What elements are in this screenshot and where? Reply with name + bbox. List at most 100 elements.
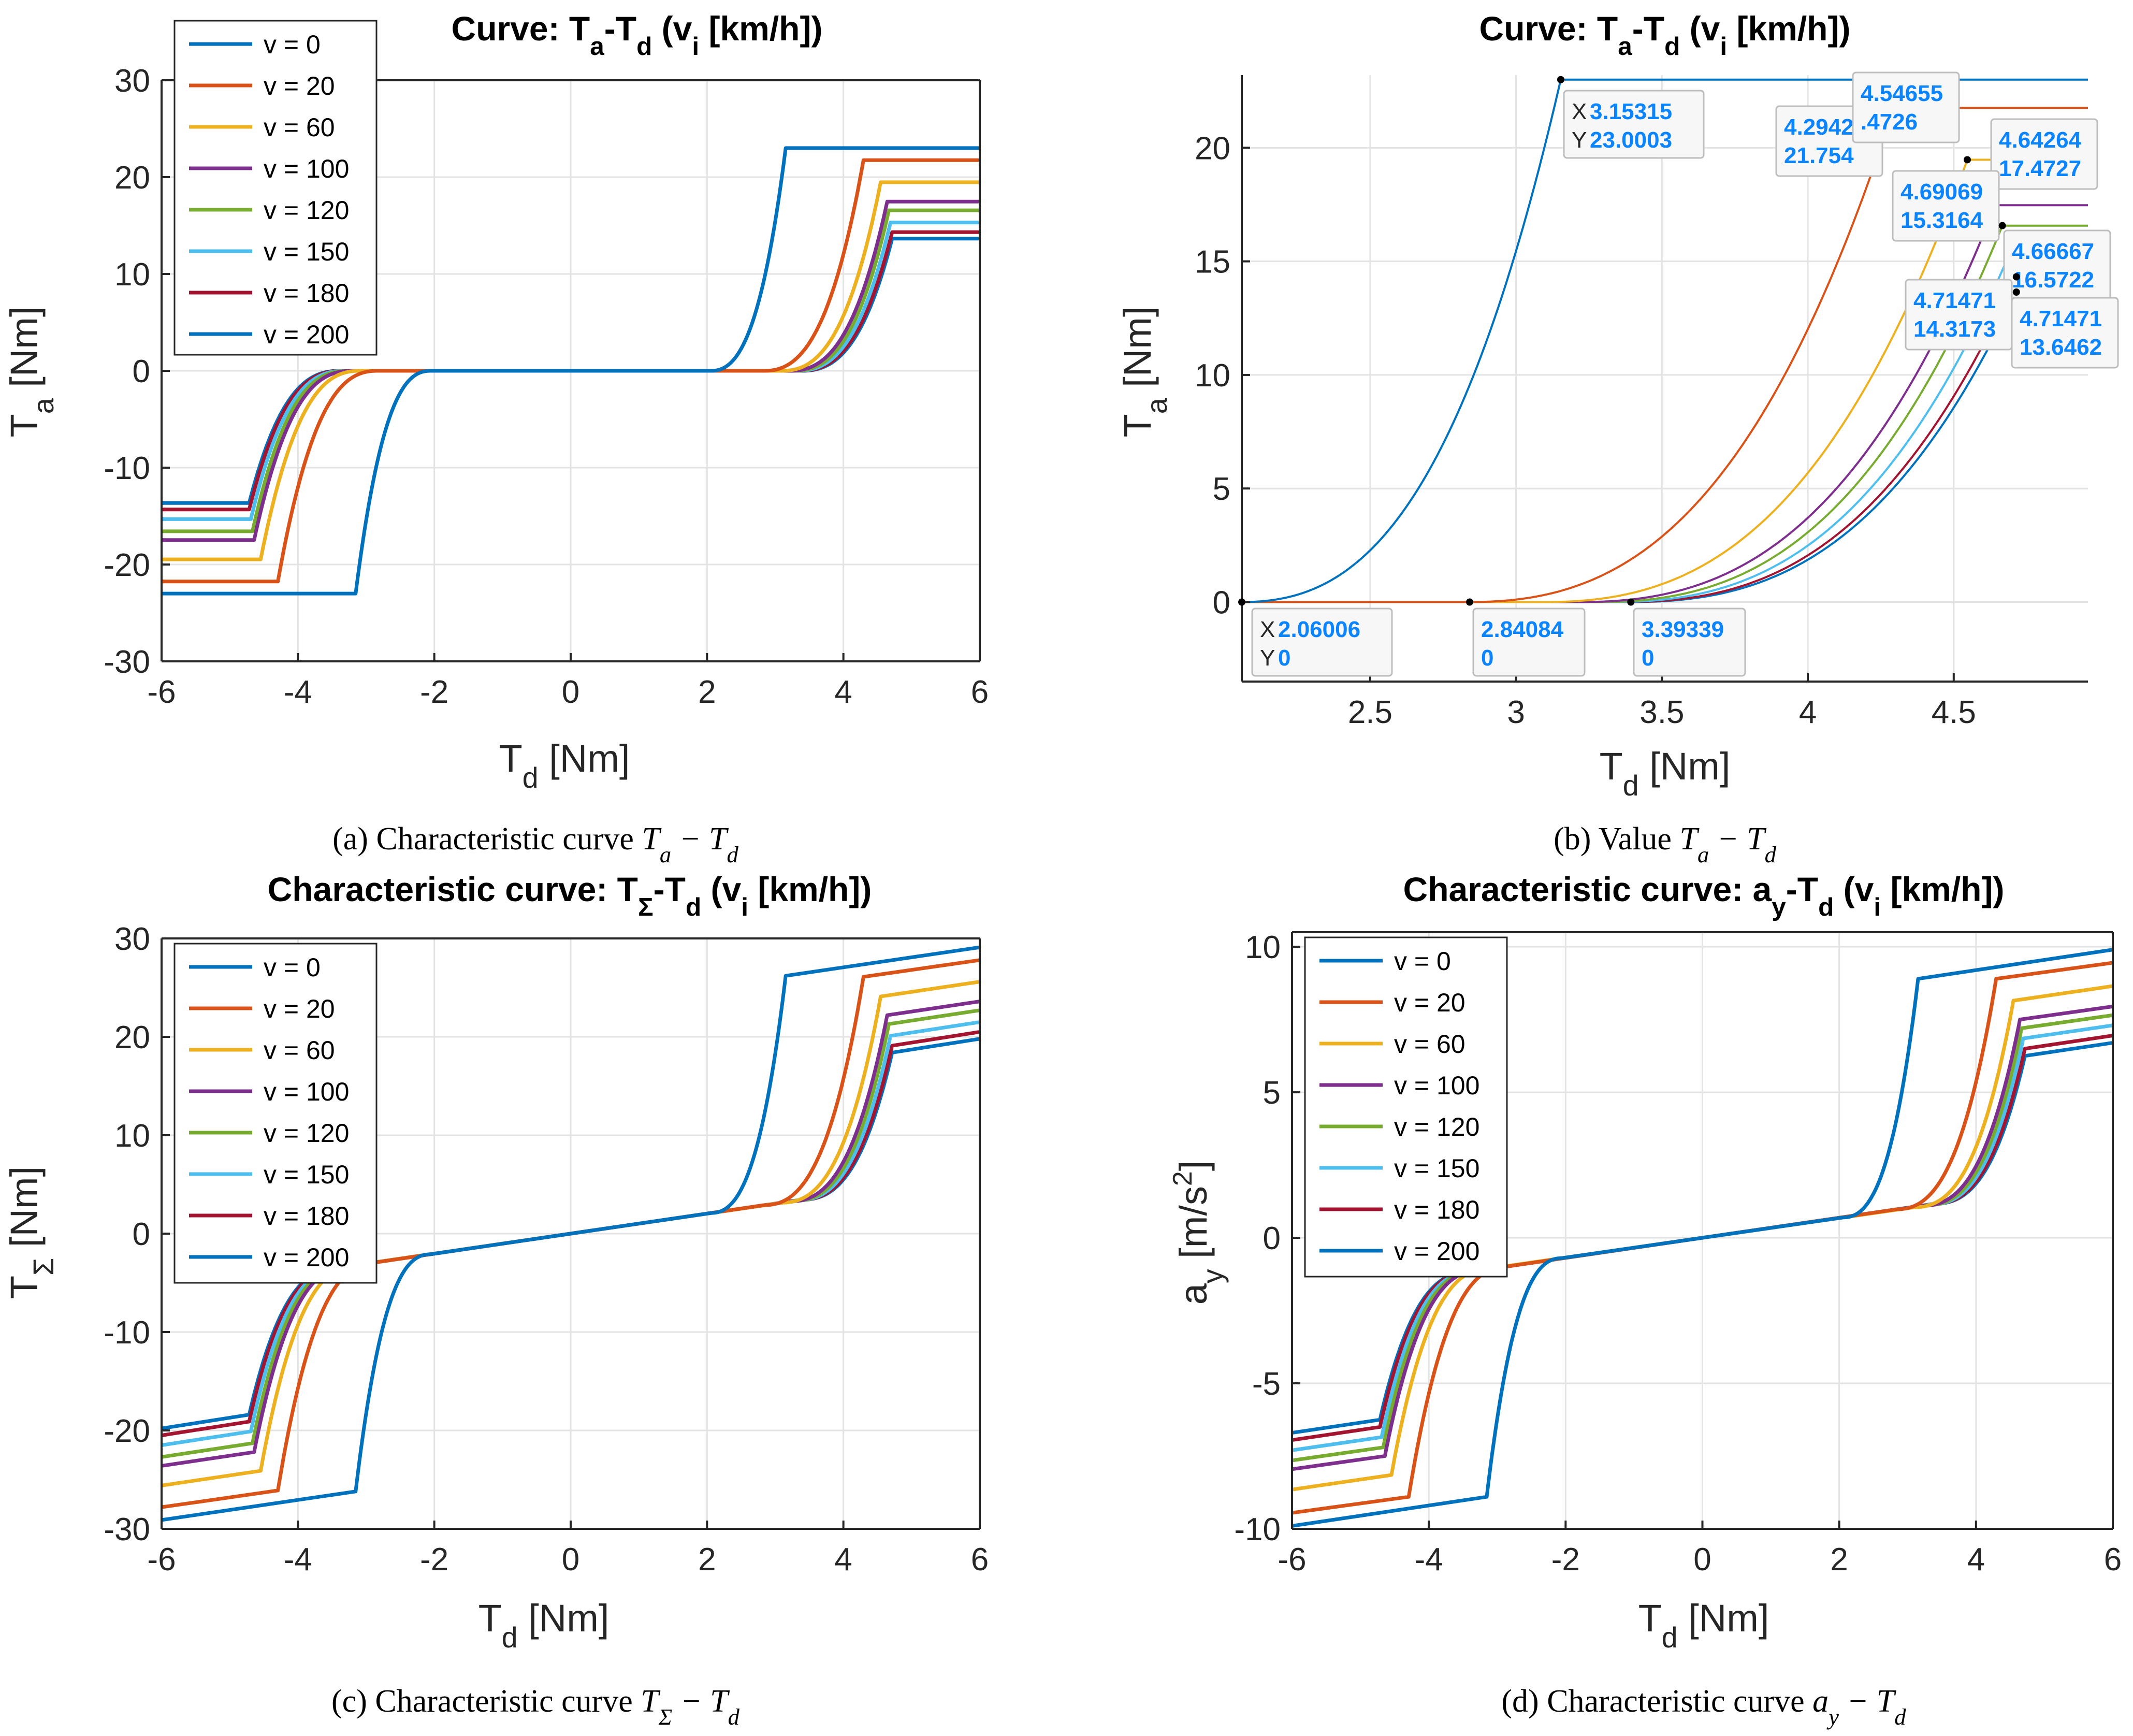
legend-label: v = 180 (264, 279, 349, 308)
datatip-box (1990, 118, 2098, 190)
y-axis-label-part: a (27, 398, 60, 414)
x-tick-label: 4 (1967, 1542, 1985, 1578)
datatip-x-value: 3.39339 (1642, 617, 1724, 642)
x-tick-label: 4 (1799, 695, 1817, 730)
x-axis-label-part: [Nm] (1678, 1597, 1769, 1640)
x-axis-label: Td [Nm] (1638, 1597, 1769, 1654)
chart-title-part: [km/h]) (1881, 870, 2004, 908)
y-tick-label: 20 (114, 160, 150, 196)
y-tick-label: -30 (104, 1512, 150, 1547)
datatip-y-value: 15.3164 (1900, 208, 1983, 233)
datatip-y-value: 0 (1278, 645, 1290, 671)
datatip-box (2011, 297, 2119, 369)
x-tick-label: 0 (562, 674, 579, 710)
caption-sub: a (660, 842, 671, 867)
x-tick-label: -2 (420, 1542, 448, 1578)
datatip-marker (1557, 76, 1564, 83)
chart-title-part: i (692, 32, 699, 61)
legend-label: v = 120 (264, 1119, 349, 1148)
x-tick-label: -4 (284, 674, 312, 710)
series-line-v20 (1242, 107, 2088, 603)
x-tick-label: -2 (420, 674, 448, 710)
y-tick-label: -10 (104, 451, 150, 486)
caption-sub: a (1697, 842, 1709, 867)
x-tick-label: 2 (698, 674, 716, 710)
chart-title-part: -T (604, 9, 636, 48)
caption-math: T (642, 821, 662, 857)
chart-title-part: [km/h]) (699, 9, 822, 48)
x-tick-label: 2.5 (1348, 695, 1392, 730)
legend-label: v = 60 (264, 113, 335, 142)
caption-math: T (641, 1684, 661, 1719)
y-axis-label-part: T (3, 1276, 46, 1299)
y-tick-label: -30 (104, 644, 150, 680)
datatip: 4.69069 15.3164 (1892, 170, 2013, 258)
datatip-y-value: 23.0003 (1590, 127, 1672, 153)
subfigure-caption: (c) Characteristic curve TΣ − Td (331, 1684, 740, 1730)
chart-title-part: i (1720, 32, 1727, 61)
datatip-box (1892, 170, 2000, 242)
y-tick-label: 10 (114, 257, 150, 293)
chart-title-part: d (636, 32, 652, 61)
x-axis-label-part: d (523, 762, 539, 794)
plot-area (1242, 75, 2088, 682)
x-tick-label: -6 (1278, 1542, 1306, 1578)
legend-label: v = 200 (1394, 1237, 1479, 1266)
x-axis-label: Td [Nm] (1600, 745, 1731, 802)
datatip-y-key: Y (1260, 645, 1275, 671)
y-tick-label: -10 (104, 1315, 150, 1351)
caption-text: Value (1591, 821, 1679, 857)
subplot-c: -6 -4 -2 0 2 4 6-30-20-100102030Characteristic… (3, 870, 989, 1654)
y-tick-label: 5 (1263, 1075, 1281, 1111)
legend-label: v = 150 (1394, 1154, 1479, 1183)
caption-math: T (1679, 821, 1700, 857)
y-tick-label: -20 (104, 547, 150, 583)
y-tick-label: -20 (104, 1413, 150, 1449)
chart-title-part: Characteristic curve: a (1403, 870, 1773, 908)
x-tick-label: 3.5 (1639, 695, 1684, 730)
legend-label: v = 60 (264, 1036, 335, 1065)
subplot-d: -6 -4 -2 0 2 4 6 -10 -5 0 5 10 Characteristic curve:… (1167, 870, 2122, 1654)
legend-label: v = 100 (264, 154, 349, 183)
y-axis-label-part: [Nm] (1116, 307, 1159, 398)
caption-sub: y (1826, 1704, 1839, 1730)
legend-label: v = 180 (264, 1202, 349, 1231)
datatip-x-value: 4.71471 (2020, 306, 2102, 331)
y-axis-label-part: [Nm] (3, 1166, 46, 1258)
datatip-x-key: X (1260, 617, 1275, 642)
x-tick-label: 2 (698, 1542, 716, 1578)
y-axis-label-part: a (1172, 1283, 1215, 1305)
legend: v = 0 v = 20 v = 60 v = 100 v = 120 v = 150 v … (173, 20, 378, 356)
chart-title-part: d (686, 893, 701, 921)
chart-title-part: a (590, 32, 604, 61)
chart-title-part: -T (1632, 9, 1664, 48)
datatip-box (1852, 71, 1960, 143)
chart-title: Characteristic curve: ay-Td (vi [km/h]) (1403, 870, 2005, 921)
legend-label: v = 150 (264, 237, 349, 266)
caption-text: Characteristic curve (368, 821, 642, 857)
caption-rest: − T (1839, 1684, 1897, 1719)
datatip-x-value: 4.69069 (1900, 179, 1983, 205)
x-axis-label-part: d (1662, 1622, 1678, 1654)
x-tick-label: -6 (147, 1542, 176, 1578)
datatip-x-value: 4.54655 (1861, 81, 1943, 106)
datatip: 2.84084 0 (1465, 598, 1586, 677)
legend-label: v = 100 (264, 1077, 349, 1106)
chart-title-part: [km/h]) (1727, 9, 1850, 48)
series-line-v150 (1242, 253, 2088, 603)
y-tick-label: 10 (114, 1118, 150, 1154)
caption-text: Characteristic curve (1539, 1684, 1812, 1719)
datatip-marker (1964, 156, 1971, 164)
legend-label: v = 120 (1394, 1112, 1479, 1141)
chart-title-part: Curve: T (452, 9, 590, 48)
series-line-v100 (1242, 204, 2088, 603)
chart-title-part: (v (1834, 870, 1874, 908)
legend-label: v = 200 (264, 320, 349, 349)
x-tick-label: 3 (1507, 695, 1525, 730)
y-axis-label-part: T (3, 414, 46, 437)
x-tick-label: -2 (1551, 1542, 1580, 1578)
x-tick-label: 6 (971, 1542, 989, 1578)
y-axis-label: TΣ [Nm] (3, 1166, 60, 1299)
chart-title-part: (v (1680, 9, 1720, 48)
